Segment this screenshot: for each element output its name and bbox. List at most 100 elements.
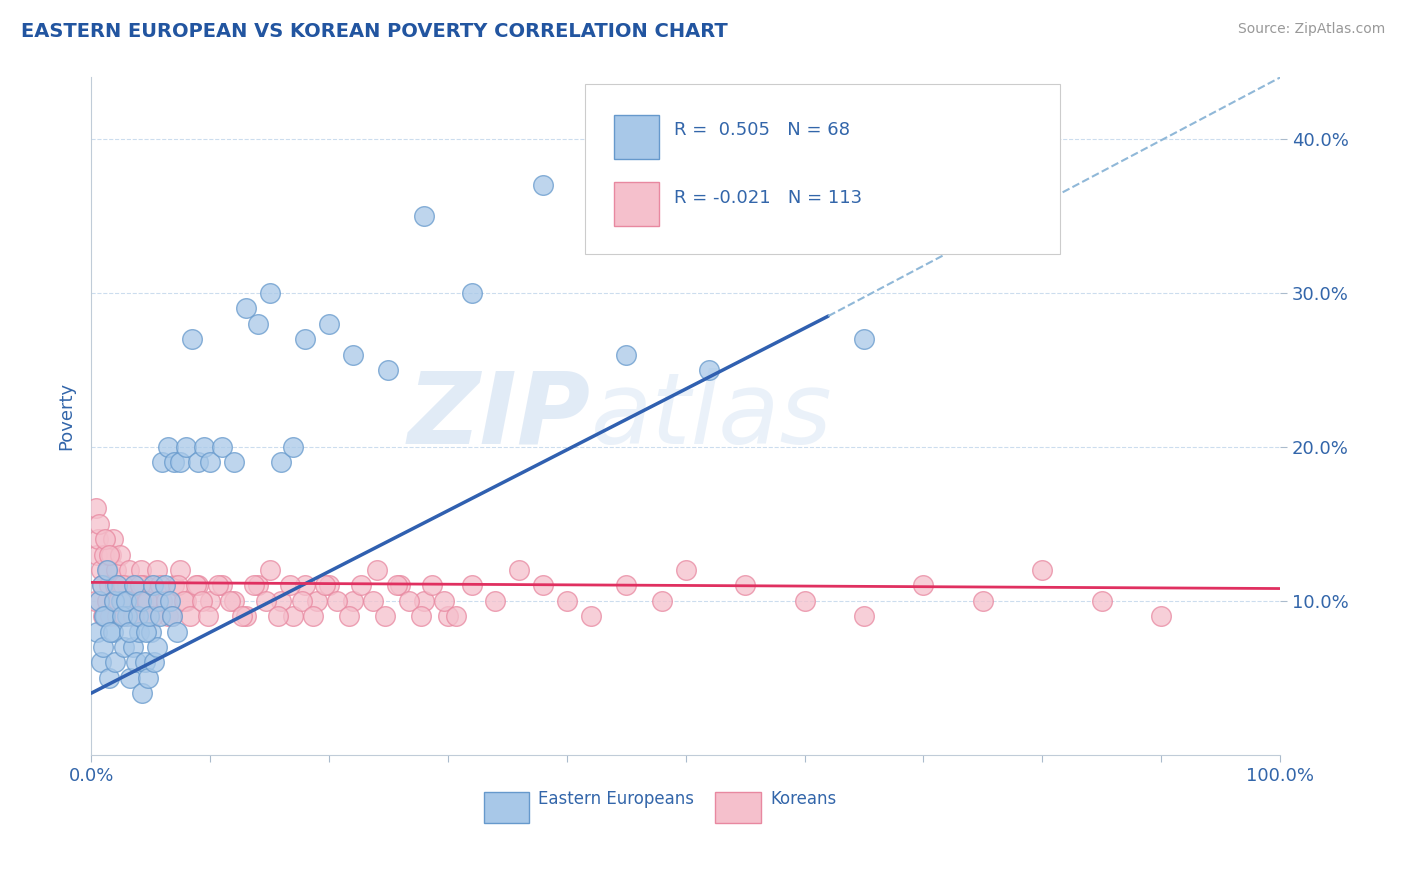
Point — [115, 578, 138, 592]
Point — [90, 578, 112, 592]
Point — [125, 656, 148, 670]
Point — [155, 594, 177, 608]
Point — [139, 624, 162, 639]
Point — [174, 594, 197, 608]
Point — [129, 563, 152, 577]
Point — [342, 594, 364, 608]
Point — [222, 594, 245, 608]
Point — [152, 594, 174, 608]
Point — [675, 563, 697, 577]
Point — [555, 594, 578, 608]
Y-axis label: Poverty: Poverty — [58, 382, 75, 450]
Point — [135, 624, 157, 639]
FancyBboxPatch shape — [585, 84, 1060, 253]
Point — [270, 455, 292, 469]
Point — [120, 671, 142, 685]
Point — [169, 455, 191, 469]
Point — [139, 578, 162, 592]
Point — [184, 578, 207, 592]
Point — [207, 578, 229, 592]
Point — [89, 516, 111, 531]
Point — [734, 578, 756, 592]
Point — [152, 455, 174, 469]
Point — [153, 578, 176, 592]
Point — [198, 455, 221, 469]
Point — [118, 624, 141, 639]
Point — [114, 594, 136, 608]
Point — [318, 317, 340, 331]
Point — [104, 656, 127, 670]
Point — [157, 609, 180, 624]
Point — [91, 640, 114, 654]
Point — [793, 594, 815, 608]
Point — [211, 578, 233, 592]
Point — [111, 594, 134, 608]
Point — [413, 209, 436, 223]
Point — [132, 578, 155, 592]
Point — [114, 640, 136, 654]
Point — [389, 578, 412, 592]
Point — [112, 578, 135, 592]
Point — [326, 594, 349, 608]
Point — [110, 594, 132, 608]
Point — [531, 178, 554, 193]
Point — [118, 563, 141, 577]
Point — [131, 686, 153, 700]
Point — [270, 594, 292, 608]
Point — [294, 578, 316, 592]
Point — [243, 578, 266, 592]
Bar — [614, 115, 659, 159]
Point — [101, 533, 124, 547]
Point — [146, 594, 169, 608]
Point — [129, 594, 152, 608]
Point — [1150, 609, 1173, 624]
Point — [385, 578, 408, 592]
Point — [111, 609, 134, 624]
Point — [187, 455, 209, 469]
Point — [105, 609, 128, 624]
Point — [136, 671, 159, 685]
Point — [169, 563, 191, 577]
Point — [149, 578, 172, 592]
Point — [145, 640, 167, 654]
Point — [98, 624, 121, 639]
Point — [235, 301, 257, 316]
Point — [98, 671, 121, 685]
Point — [318, 578, 340, 592]
Text: EASTERN EUROPEAN VS KOREAN POVERTY CORRELATION CHART: EASTERN EUROPEAN VS KOREAN POVERTY CORRE… — [21, 22, 728, 41]
Point — [337, 609, 360, 624]
Point — [283, 440, 305, 454]
Point — [912, 578, 935, 592]
Point — [278, 578, 301, 592]
Point — [294, 332, 316, 346]
Point — [121, 609, 143, 624]
Point — [94, 533, 117, 547]
Point — [460, 285, 482, 300]
Point — [98, 578, 121, 592]
Point — [433, 594, 456, 608]
Point — [142, 578, 165, 592]
Point — [94, 609, 117, 624]
Point — [231, 609, 253, 624]
Point — [128, 594, 150, 608]
Point — [117, 594, 139, 608]
Bar — [614, 183, 659, 227]
Point — [96, 563, 118, 577]
Point — [219, 594, 242, 608]
Point — [105, 563, 128, 577]
Point — [193, 440, 215, 454]
Point — [699, 363, 721, 377]
Point — [246, 317, 269, 331]
Point — [179, 609, 201, 624]
Point — [163, 455, 186, 469]
Point — [579, 609, 602, 624]
Point — [361, 594, 384, 608]
Point — [93, 548, 115, 562]
Point — [651, 594, 673, 608]
Point — [235, 609, 257, 624]
Point — [83, 594, 105, 608]
Point — [1031, 563, 1053, 577]
Point — [350, 578, 373, 592]
Point — [89, 594, 111, 608]
Point — [90, 656, 112, 670]
